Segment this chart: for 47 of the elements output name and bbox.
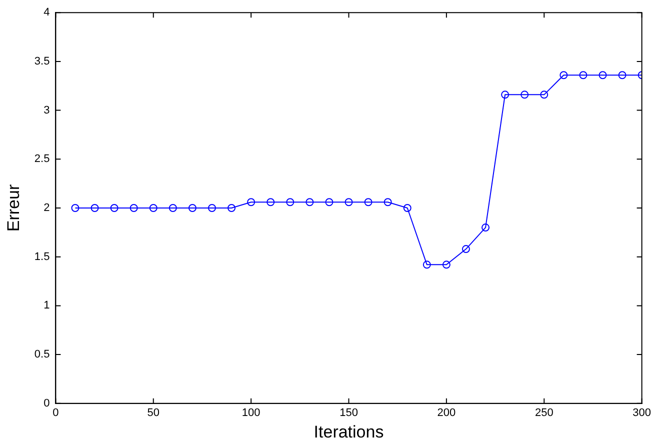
x-tick-label: 100	[242, 407, 260, 420]
point	[442, 260, 450, 269]
point	[325, 198, 334, 206]
point	[384, 198, 392, 206]
point	[403, 204, 412, 212]
point	[71, 204, 80, 212]
point	[501, 90, 510, 99]
point	[618, 71, 626, 80]
x-tick-label: 50	[147, 407, 160, 420]
point	[110, 204, 118, 212]
y-tick-label: 1.5	[34, 250, 50, 263]
y-axis-title: Erreur	[4, 184, 23, 232]
y-tick-label: 2.5	[34, 153, 50, 166]
y-tick-label: 2	[44, 202, 50, 214]
x-tick-label: 300	[632, 407, 652, 420]
y-tick-label: 1	[44, 300, 50, 312]
point	[598, 71, 607, 80]
x-tick-label: 200	[437, 407, 456, 420]
y-tick-label: 4	[44, 6, 50, 19]
point	[90, 204, 99, 212]
y-tick-label: 3.5	[34, 55, 50, 68]
point	[364, 198, 372, 206]
x-tick-label: 150	[340, 407, 358, 420]
point	[286, 198, 294, 206]
point	[520, 90, 529, 99]
y-tick-label: 3	[44, 104, 50, 116]
x-tick-label: 0	[52, 407, 59, 420]
point	[579, 71, 588, 80]
point	[344, 198, 353, 206]
y-tick-label: 0	[44, 397, 50, 410]
point	[482, 224, 490, 232]
x-axis-title: Iterations	[314, 422, 384, 442]
point	[149, 204, 158, 212]
y-tick-label: 0.5	[34, 348, 50, 361]
point	[462, 245, 470, 254]
point	[540, 90, 548, 99]
point	[247, 198, 256, 206]
point	[130, 204, 138, 212]
x-tick-label: 250	[534, 407, 554, 420]
point	[188, 204, 196, 212]
point	[422, 260, 431, 269]
point	[208, 204, 216, 212]
point	[560, 71, 568, 80]
point	[228, 204, 236, 212]
point	[168, 204, 177, 212]
point	[266, 198, 275, 206]
point	[306, 198, 314, 206]
